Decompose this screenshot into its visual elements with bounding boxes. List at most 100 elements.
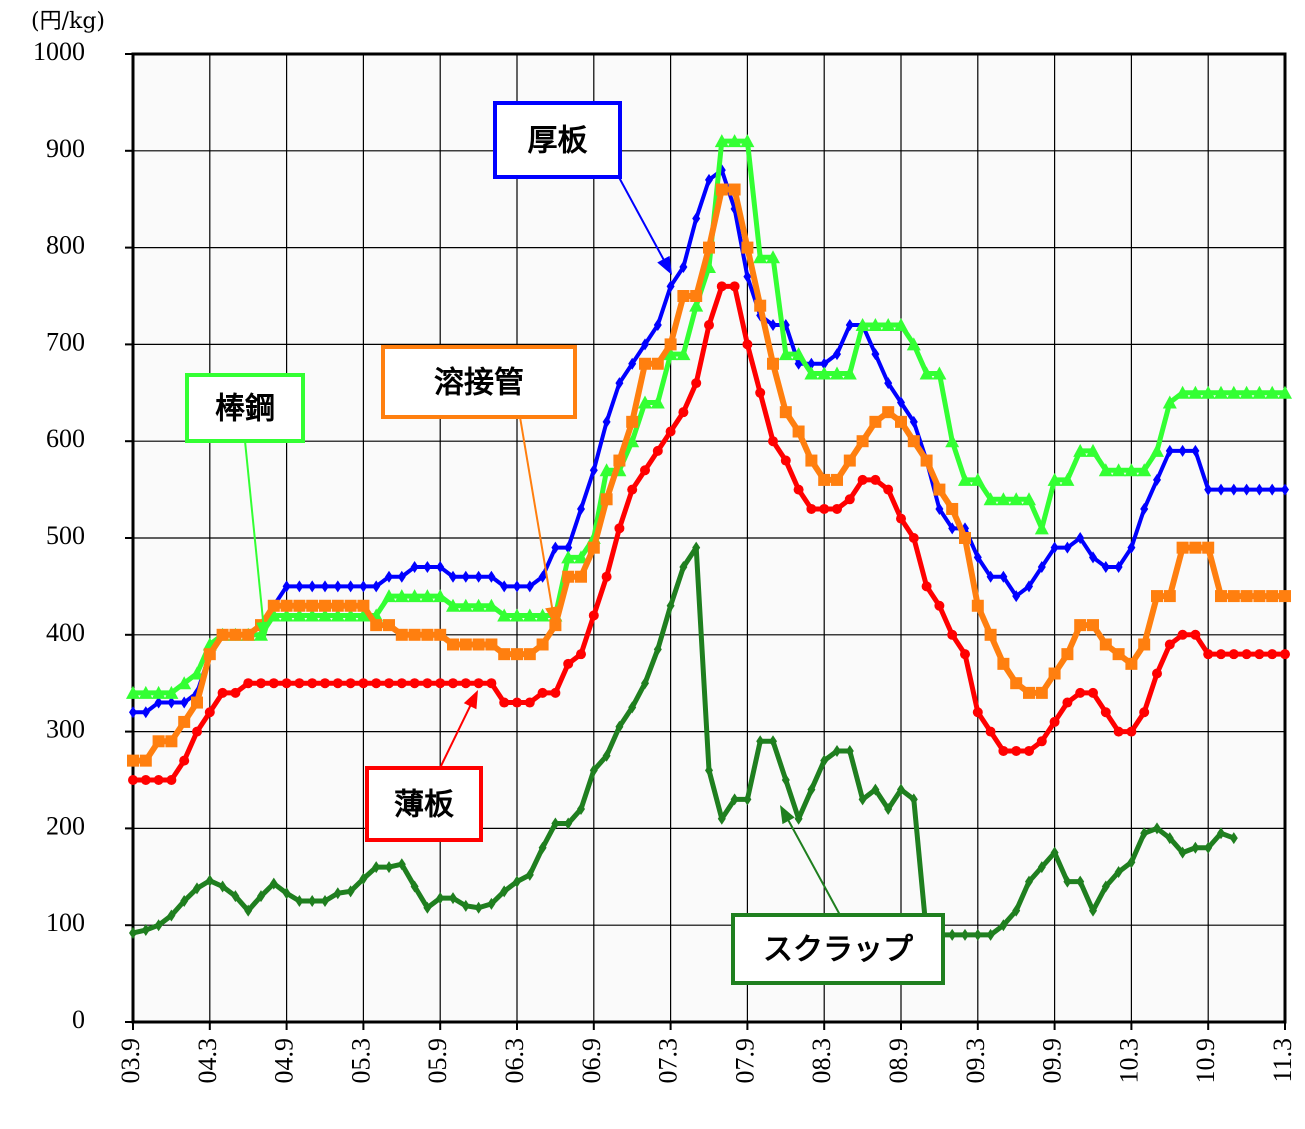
marker [780, 455, 791, 466]
marker [154, 696, 163, 709]
y-tick-label: 300 [46, 715, 85, 744]
marker [714, 134, 729, 148]
marker [128, 775, 138, 785]
marker [868, 318, 883, 332]
marker [842, 366, 857, 380]
marker [1215, 590, 1227, 603]
marker [1101, 880, 1110, 893]
marker [601, 571, 612, 582]
marker [945, 434, 960, 448]
marker [408, 628, 421, 641]
marker [151, 685, 166, 699]
marker [818, 473, 831, 486]
marker [474, 570, 483, 583]
marker [1214, 385, 1228, 399]
marker [1229, 483, 1238, 496]
marker [692, 212, 701, 225]
marker [280, 599, 293, 612]
marker [716, 281, 727, 292]
marker [1140, 827, 1149, 840]
marker [229, 628, 242, 641]
x-tick-label: 08.9 [884, 1038, 913, 1084]
marker [807, 783, 816, 796]
marker [279, 608, 294, 622]
x-tick-label: 11.3 [1268, 1038, 1297, 1083]
annotation-box [493, 101, 622, 179]
marker [538, 841, 547, 854]
marker [267, 599, 280, 612]
marker [395, 628, 408, 641]
marker [1239, 385, 1254, 399]
marker [817, 366, 832, 380]
marker [856, 435, 869, 448]
marker [178, 715, 191, 728]
annotation-box [731, 913, 945, 985]
marker [1217, 827, 1225, 840]
marker [218, 880, 227, 893]
marker [920, 454, 933, 467]
marker [999, 570, 1008, 583]
marker [1188, 385, 1203, 399]
marker [883, 484, 894, 495]
marker [871, 348, 880, 361]
marker [537, 687, 548, 698]
marker [321, 580, 329, 593]
marker [564, 541, 573, 554]
marker [1089, 551, 1097, 564]
marker [858, 793, 867, 806]
marker [1278, 385, 1292, 399]
y-tick-label: 900 [46, 134, 85, 163]
x-tick-label: 06.3 [500, 1038, 529, 1084]
marker [805, 454, 818, 467]
marker [728, 183, 741, 196]
marker [266, 608, 281, 622]
marker [641, 338, 649, 351]
marker [372, 861, 381, 874]
marker [831, 473, 843, 486]
marker [1076, 875, 1085, 888]
marker [894, 318, 908, 332]
marker [394, 589, 409, 603]
marker [1012, 904, 1021, 917]
marker [1101, 561, 1110, 574]
marker [973, 551, 982, 564]
marker [743, 793, 752, 806]
annotation-arrow [244, 440, 265, 627]
marker [743, 270, 752, 283]
marker [216, 628, 229, 641]
marker [434, 628, 447, 641]
marker [385, 570, 393, 583]
marker [587, 541, 600, 554]
marker [205, 874, 214, 887]
marker [525, 580, 534, 593]
marker [564, 817, 573, 830]
annotation-label: 薄板 [394, 788, 454, 823]
marker [346, 580, 355, 593]
marker [690, 290, 703, 302]
marker [756, 735, 765, 748]
marker [422, 678, 433, 689]
marker [344, 599, 357, 612]
marker [806, 503, 817, 514]
marker [958, 472, 972, 486]
marker [535, 608, 550, 622]
x-tick-label: 10.9 [1191, 1038, 1220, 1084]
y-tick-label: 500 [46, 521, 85, 550]
marker [1089, 904, 1097, 917]
marker [423, 901, 432, 914]
marker [459, 638, 472, 651]
x-tick-label: 04.9 [270, 1038, 299, 1084]
annotation-box [381, 345, 577, 419]
marker [295, 580, 304, 593]
marker [551, 541, 560, 554]
x-tick-label: 07.9 [730, 1038, 759, 1084]
marker [486, 678, 497, 689]
marker [1050, 541, 1059, 554]
marker [589, 764, 598, 777]
marker [588, 610, 599, 621]
marker [563, 658, 574, 669]
marker [1191, 444, 1200, 457]
marker [1203, 649, 1214, 660]
marker [192, 726, 202, 737]
marker [1124, 463, 1139, 477]
